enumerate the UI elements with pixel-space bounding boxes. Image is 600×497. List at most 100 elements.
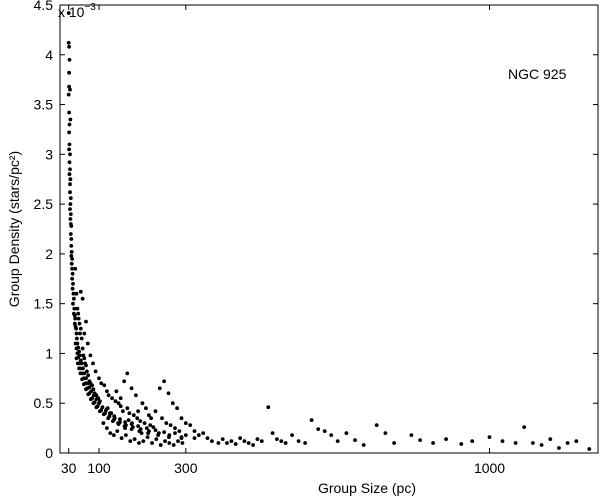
data-point	[130, 421, 134, 425]
data-point	[500, 439, 505, 443]
data-point	[127, 411, 132, 416]
data-point	[96, 396, 101, 401]
data-point	[85, 341, 90, 346]
data-point	[77, 321, 82, 326]
data-point	[111, 419, 115, 423]
data-point	[67, 57, 72, 62]
data-point	[173, 426, 177, 430]
data-point	[70, 257, 74, 261]
data-point	[125, 371, 130, 376]
data-point	[67, 172, 72, 177]
data-point	[142, 421, 147, 425]
data-point	[84, 387, 88, 392]
data-point	[67, 160, 72, 165]
data-point	[86, 373, 91, 378]
y-tick-label: 2	[45, 246, 53, 262]
y-tick-label: 1	[45, 345, 53, 361]
data-point	[418, 438, 422, 442]
data-point	[131, 413, 136, 418]
y-tick-label: 4	[45, 47, 53, 63]
data-point	[216, 441, 221, 445]
data-point	[94, 405, 99, 410]
data-point	[69, 237, 74, 241]
data-point	[135, 416, 140, 421]
data-point	[84, 363, 88, 368]
x-tick-label: 100	[87, 460, 111, 476]
data-point	[270, 431, 275, 435]
data-point	[192, 436, 197, 440]
data-point	[175, 406, 180, 411]
data-point	[125, 406, 130, 411]
data-point	[162, 430, 167, 434]
data-point	[74, 291, 79, 296]
data-point	[80, 377, 84, 382]
data-point	[90, 383, 94, 388]
y-tick-label: 0	[45, 445, 53, 461]
data-point	[118, 404, 123, 409]
data-point	[68, 232, 73, 236]
data-point	[171, 443, 176, 447]
data-point	[67, 84, 71, 89]
data-point	[68, 212, 73, 217]
data-point	[106, 416, 111, 421]
data-point	[105, 406, 110, 411]
data-point	[163, 439, 167, 443]
data-point	[283, 441, 288, 445]
data-point	[166, 391, 171, 396]
data-point	[205, 436, 210, 440]
data-point	[112, 416, 117, 421]
data-point	[82, 382, 86, 387]
data-point	[409, 433, 414, 437]
data-point	[444, 437, 448, 441]
data-point	[168, 423, 173, 427]
data-point	[392, 441, 396, 445]
data-point	[70, 286, 75, 291]
y-axis-label: Group Density (stars/pc²)	[6, 151, 22, 307]
data-point	[121, 409, 125, 414]
data-point	[118, 396, 123, 401]
data-point	[67, 44, 71, 49]
data-point	[74, 356, 79, 361]
data-point	[80, 296, 85, 301]
data-point	[100, 405, 105, 410]
data-point	[85, 369, 89, 374]
y-tick-label: 1.5	[34, 296, 54, 312]
data-point	[220, 437, 225, 441]
data-point	[138, 419, 143, 423]
data-point	[68, 182, 72, 187]
data-point	[73, 266, 78, 271]
data-point	[74, 326, 78, 331]
data-point	[128, 439, 133, 443]
data-point	[192, 429, 197, 433]
data-point	[72, 313, 77, 318]
data-point	[344, 431, 349, 435]
data-point	[132, 437, 137, 441]
chart-annotation: NGC 925	[508, 66, 567, 82]
data-point	[565, 441, 570, 445]
data-point	[76, 316, 81, 321]
data-point	[470, 439, 475, 443]
data-point	[78, 331, 82, 336]
y-multiplier-base: x 10	[58, 4, 85, 20]
data-point	[73, 316, 78, 321]
y-tick-label: 0.5	[34, 395, 54, 411]
data-point	[106, 393, 111, 398]
data-point	[91, 401, 96, 406]
data-point	[139, 431, 144, 435]
data-point	[431, 441, 435, 445]
data-point	[522, 425, 527, 429]
data-point	[548, 437, 553, 441]
data-point	[67, 70, 71, 75]
x-tick-label: 30	[61, 460, 77, 476]
data-point	[116, 401, 121, 406]
data-point	[183, 421, 188, 425]
y-multiplier-exponent: −3	[84, 2, 96, 13]
data-point	[69, 250, 74, 254]
data-point	[137, 441, 141, 445]
data-point	[129, 427, 134, 431]
data-point	[574, 439, 579, 443]
data-point	[66, 40, 71, 45]
data-point	[111, 433, 116, 437]
data-point	[167, 435, 171, 439]
data-point	[255, 437, 260, 441]
